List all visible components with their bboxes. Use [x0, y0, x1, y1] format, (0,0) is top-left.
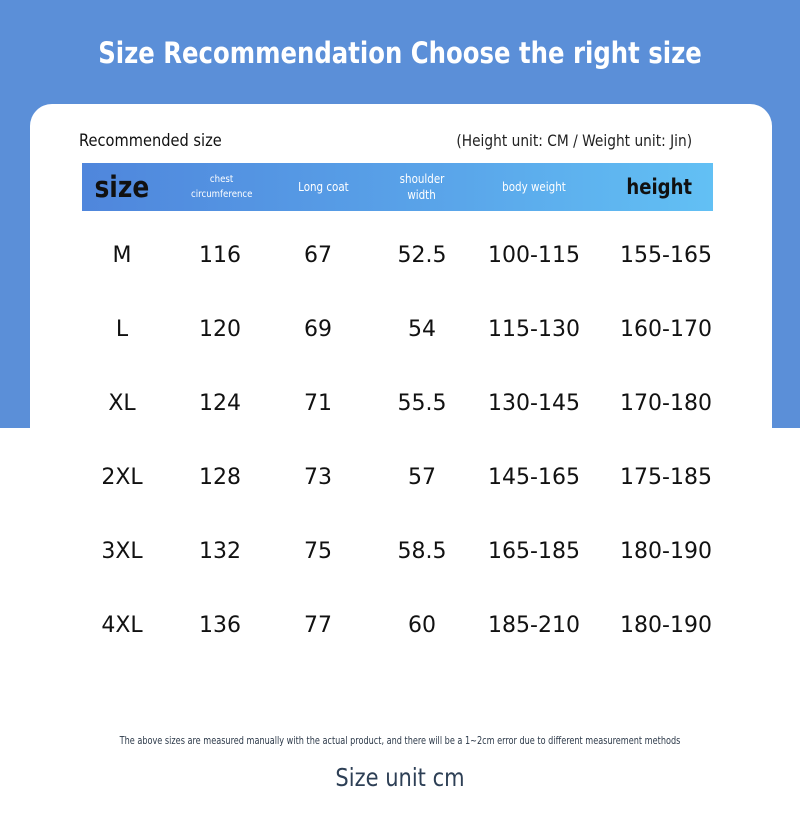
table-header: size chest circumference Long coat shoul… — [82, 163, 713, 211]
cell-height: 160-170 — [620, 316, 712, 342]
cell-chest: 132 — [199, 538, 241, 564]
cell-shoulder: 55.5 — [397, 390, 447, 416]
table-row: M 116 67 52.5 100-115 155-165 — [82, 218, 713, 292]
cell-size: 4XL — [101, 612, 143, 638]
cell-long-coat: 73 — [304, 464, 332, 490]
cell-size: 3XL — [101, 538, 143, 564]
size-chart-card — [30, 104, 772, 824]
cell-height: 170-180 — [620, 390, 712, 416]
table-row: L 120 69 54 115-130 160-170 — [82, 292, 713, 366]
cell-chest: 116 — [199, 242, 241, 268]
cell-chest: 128 — [199, 464, 241, 490]
column-header-long-coat: Long coat — [297, 180, 349, 194]
cell-shoulder: 57 — [408, 464, 436, 490]
table-row: 2XL 128 73 57 145-165 175-185 — [82, 440, 713, 514]
cell-body-weight: 165-185 — [488, 538, 580, 564]
cell-size: L — [115, 316, 129, 342]
cell-shoulder: 54 — [408, 316, 436, 342]
measurement-footnote: The above sizes are measured manually wi… — [119, 734, 681, 747]
cell-long-coat: 69 — [304, 316, 332, 342]
page-title: Size Recommendation Choose the right siz… — [98, 36, 702, 70]
cell-height: 180-190 — [620, 612, 712, 638]
recommended-size-label: Recommended size — [79, 131, 222, 151]
cell-body-weight: 100-115 — [488, 242, 580, 268]
cell-chest: 136 — [199, 612, 241, 638]
cell-size: 2XL — [101, 464, 143, 490]
table-row: XL 124 71 55.5 130-145 170-180 — [82, 366, 713, 440]
cell-long-coat: 71 — [304, 390, 332, 416]
cell-shoulder: 60 — [408, 612, 436, 638]
cell-chest: 120 — [199, 316, 241, 342]
cell-body-weight: 145-165 — [488, 464, 580, 490]
cell-shoulder: 52.5 — [397, 242, 447, 268]
unit-note: (Height unit: CM / Weight unit: Jin) — [456, 131, 692, 150]
cell-long-coat: 75 — [304, 538, 332, 564]
cell-height: 180-190 — [620, 538, 712, 564]
cell-body-weight: 185-210 — [488, 612, 580, 638]
cell-chest: 124 — [199, 390, 241, 416]
table-row: 4XL 136 77 60 185-210 180-190 — [82, 588, 713, 662]
cell-long-coat: 77 — [304, 612, 332, 638]
cell-size: XL — [108, 390, 136, 416]
cell-body-weight: 115-130 — [488, 316, 580, 342]
cell-shoulder: 58.5 — [397, 538, 447, 564]
table-row: 3XL 132 75 58.5 165-185 180-190 — [82, 514, 713, 588]
cell-height: 155-165 — [620, 242, 712, 268]
cell-size: M — [112, 242, 132, 268]
column-header-size: size — [94, 170, 150, 204]
column-header-body-weight: body weight — [502, 180, 566, 194]
cell-height: 175-185 — [620, 464, 712, 490]
column-header-shoulder: shoulder width — [399, 172, 445, 202]
cell-body-weight: 130-145 — [488, 390, 580, 416]
column-header-height: height — [626, 175, 692, 199]
cell-long-coat: 67 — [304, 242, 332, 268]
column-header-chest: chest circumference — [191, 174, 253, 200]
size-unit-label: Size unit cm — [335, 763, 465, 792]
